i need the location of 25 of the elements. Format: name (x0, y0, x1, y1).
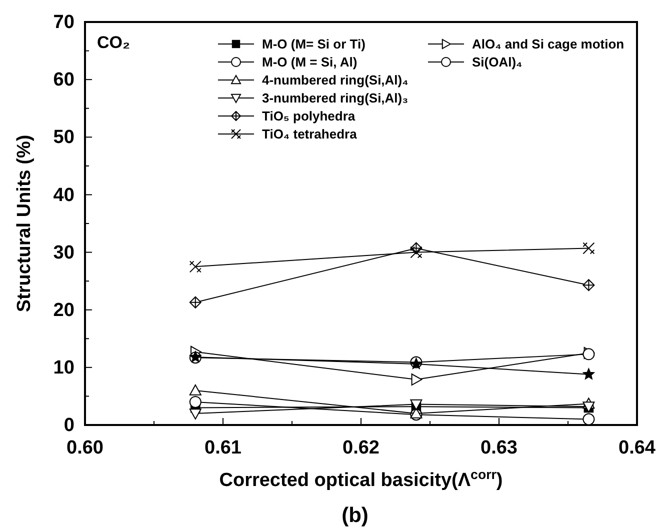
legend-label: AlO₄ and Si cage motion (472, 36, 624, 52)
legend-label: TiO₅ polyhedra (262, 108, 356, 124)
x-tick-label: 0.62 (342, 438, 380, 459)
legend-label: M-O (M= Si or Ti) (262, 36, 366, 52)
y-tick-label: 40 (53, 184, 74, 206)
x-tick-label: 0.60 (66, 438, 104, 459)
legend-label: M-O (M = Si, Al) (262, 54, 358, 70)
x-tick-label: 0.64 (618, 438, 656, 459)
x-axis-title: Corrected optical basicity(Λ$^{corr}$) (219, 466, 503, 491)
legend-label: Si(OAl)₄ (472, 54, 522, 70)
legend-label: 4-numbered ring(Si,Al)₄ (262, 72, 408, 88)
y-tick-label: 60 (53, 70, 74, 91)
x-tick-label: 0.61 (204, 438, 242, 459)
y-tick-label: 30 (53, 242, 74, 264)
y-tick-label: 10 (53, 358, 74, 379)
y-tick-label: 0 (64, 415, 74, 436)
legend-label: TiO₄ tetrahedra (262, 126, 358, 142)
x-tick-label: 0.63 (480, 438, 518, 459)
y-tick-label: 70 (53, 12, 74, 34)
y-axis-title: Structural Units (%) (14, 134, 35, 312)
text: (b) (342, 504, 368, 527)
annotation: CO₂ (97, 33, 130, 52)
legend-label: 3-numbered ring(Si,Al)₃ (262, 90, 408, 106)
y-tick-label: 20 (53, 300, 74, 321)
y-tick-label: 50 (53, 127, 74, 148)
